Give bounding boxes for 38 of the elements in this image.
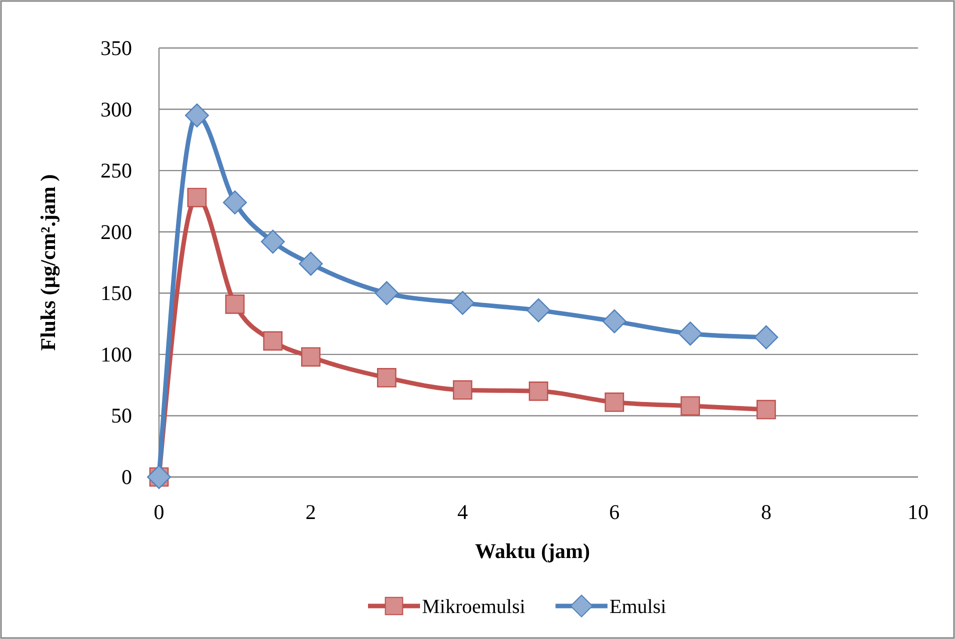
point — [754, 325, 778, 350]
x-tick-label: 2 — [306, 500, 316, 524]
point — [222, 190, 247, 214]
point — [187, 188, 207, 208]
x-tick-label: 10 — [908, 500, 928, 524]
point — [526, 298, 550, 322]
point — [260, 230, 285, 254]
point — [298, 252, 323, 276]
x-tick-label: 4 — [457, 500, 468, 524]
point — [263, 331, 283, 351]
point — [225, 294, 245, 314]
y-tick-label: 300 — [100, 97, 132, 122]
y-tick-label: 200 — [100, 220, 132, 244]
y-tick-label: 0 — [122, 465, 132, 489]
y-tick-label: 150 — [100, 281, 132, 306]
y-tick-label: 100 — [100, 342, 132, 366]
x-tick-label: 8 — [760, 500, 772, 524]
point — [301, 347, 320, 367]
point — [450, 290, 475, 315]
x-tick-label: 0 — [154, 500, 164, 524]
point — [377, 368, 396, 388]
point — [452, 380, 472, 400]
point — [602, 309, 626, 334]
point — [528, 382, 548, 401]
legend-label: Emulsi — [610, 596, 667, 618]
point — [604, 392, 624, 412]
point — [680, 396, 700, 416]
point — [374, 281, 399, 306]
x-tick-label: 6 — [609, 500, 620, 524]
y-tick-label: 350 — [100, 36, 132, 60]
y-tick-label: 50 — [111, 404, 132, 428]
y-axis-title: Fluks (µg/cm².jam ) — [36, 174, 60, 351]
y-tick-label: 250 — [100, 158, 132, 183]
point — [184, 103, 209, 128]
point — [756, 400, 776, 420]
legend-label: Mikroemulsi — [422, 596, 526, 618]
point — [678, 322, 702, 346]
x-axis-title: Waktu (jam) — [475, 539, 590, 563]
